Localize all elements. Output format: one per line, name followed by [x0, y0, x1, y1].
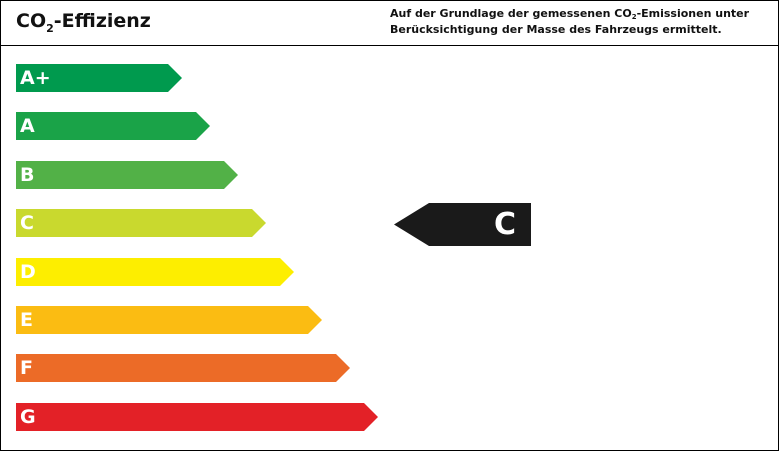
efficiency-bar-label: E	[20, 309, 33, 331]
indicator-label: C	[494, 207, 517, 242]
efficiency-bar-label: G	[20, 406, 36, 428]
note-line-1-subscript: 2	[631, 13, 637, 21]
efficiency-bar-label: D	[20, 261, 36, 283]
efficiency-bar-arrow	[16, 258, 294, 286]
note-line-2: Berücksichtigung der Masse des Fahrzeugs…	[390, 23, 722, 36]
efficiency-bar-arrow	[16, 354, 350, 382]
efficiency-bar-arrow	[16, 306, 322, 334]
efficiency-bar-arrow	[16, 112, 210, 140]
note-line-1-post: -Emissionen unter	[636, 7, 750, 20]
title-co: CO	[16, 10, 47, 32]
indicator-arrow-shape	[394, 203, 531, 246]
efficiency-class-indicator: C	[394, 203, 531, 246]
efficiency-bar-arrow	[16, 209, 266, 237]
efficiency-bar-arrow	[16, 161, 238, 189]
efficiency-bar-label: C	[20, 212, 34, 234]
title-subscript: 2	[46, 22, 54, 35]
efficiency-bar-label: A+	[20, 67, 51, 89]
label-title: CO2-Effizienz	[16, 10, 151, 35]
label-header: CO2-Effizienz Auf der Grundlage der geme…	[1, 1, 778, 46]
efficiency-bar-g: G	[16, 403, 378, 431]
note-line-1-pre: Auf der Grundlage der gemessenen CO	[390, 7, 632, 20]
efficiency-bar-d: D	[16, 258, 294, 286]
efficiency-bar-arrow	[16, 64, 182, 92]
efficiency-bar-label: F	[20, 357, 33, 379]
efficiency-bar-label: A	[20, 115, 35, 137]
efficiency-bar-label: B	[20, 164, 35, 186]
efficiency-bar-c: C	[16, 209, 266, 237]
efficiency-bar-e: E	[16, 306, 322, 334]
efficiency-bar-f: F	[16, 354, 350, 382]
efficiency-bar-a-plus: A+	[16, 64, 182, 92]
note-line-1: Auf der Grundlage der gemessenen CO2-Emi…	[390, 6, 770, 22]
label-note: Auf der Grundlage der gemessenen CO2-Emi…	[390, 6, 770, 38]
efficiency-bar-a: A	[16, 112, 210, 140]
efficiency-bar-arrow	[16, 403, 378, 431]
efficiency-bar-b: B	[16, 161, 238, 189]
title-effizienz: -Effizienz	[53, 10, 151, 32]
